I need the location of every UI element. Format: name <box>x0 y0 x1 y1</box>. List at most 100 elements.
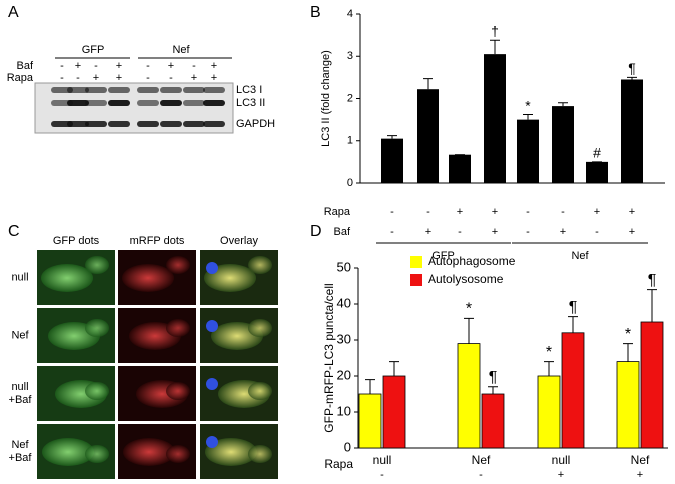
error-bar <box>365 379 375 394</box>
band <box>160 87 182 93</box>
x-tick-label: null <box>552 453 571 467</box>
bar <box>517 119 539 183</box>
band-label: LC3 II <box>236 97 265 109</box>
bar <box>481 393 505 449</box>
sign: - <box>595 226 599 238</box>
bar <box>561 332 585 449</box>
sign: + <box>116 72 122 84</box>
cell <box>248 382 272 400</box>
band <box>160 100 182 106</box>
bar <box>381 138 403 183</box>
y-tick-label: 20 <box>337 367 351 382</box>
sign: + <box>191 72 197 84</box>
legend-label: Autolysosome <box>428 272 504 286</box>
cell <box>85 256 109 274</box>
cell <box>85 319 109 337</box>
sign: + <box>425 226 431 238</box>
error-bar <box>544 361 554 376</box>
cell <box>166 382 190 400</box>
sign: + <box>93 72 99 84</box>
x-tick-label: null <box>373 453 392 467</box>
sign: + <box>637 469 643 481</box>
error-bar <box>389 361 399 376</box>
sign: - <box>526 226 530 238</box>
bar <box>586 161 608 183</box>
row-label: Nef <box>11 329 29 341</box>
bar <box>621 79 643 183</box>
band <box>183 100 205 106</box>
sign: + <box>629 226 635 238</box>
cell <box>123 438 175 466</box>
sign: + <box>594 206 600 218</box>
sign: + <box>211 60 217 72</box>
band <box>137 121 159 127</box>
band <box>203 87 225 93</box>
band <box>108 87 130 93</box>
band <box>137 100 159 106</box>
band <box>85 100 107 106</box>
cell <box>205 438 257 466</box>
sign: - <box>458 226 462 238</box>
band <box>108 121 130 127</box>
row-label: Baf <box>16 60 33 72</box>
bar <box>616 361 640 449</box>
legend-swatch <box>410 256 422 268</box>
sign: - <box>192 60 196 72</box>
error-bar <box>464 317 474 344</box>
group-label: Nef <box>172 44 190 56</box>
band <box>67 100 89 106</box>
sign: - <box>479 469 483 481</box>
y-axis-label: LC3 II (fold change) <box>320 50 332 147</box>
row-label: null <box>11 271 28 283</box>
cell <box>41 264 93 292</box>
band-label: GAPDH <box>236 118 275 130</box>
sign: + <box>75 60 81 72</box>
annotation: * <box>466 301 472 318</box>
row-label: Rapa <box>324 206 351 218</box>
y-tick-label: 4 <box>347 8 353 20</box>
cell <box>166 445 190 463</box>
sign: + <box>558 469 564 481</box>
y-tick-label: 0 <box>347 177 353 189</box>
annotation: ¶ <box>648 272 657 289</box>
annotation: ¶ <box>569 299 578 316</box>
bar <box>484 54 506 184</box>
sign: + <box>457 206 463 218</box>
cell <box>42 438 94 466</box>
bar <box>449 154 471 183</box>
band-label: LC3 I <box>236 84 262 96</box>
cell <box>122 264 174 292</box>
sign: + <box>492 206 498 218</box>
cell <box>248 319 272 337</box>
annotation: * <box>546 344 552 361</box>
error-bar <box>423 78 433 90</box>
cell <box>248 256 272 274</box>
band <box>67 87 89 93</box>
y-tick-label: 40 <box>337 295 351 310</box>
sign: - <box>169 72 173 84</box>
y-tick-label: 50 <box>337 259 351 274</box>
bar <box>640 321 664 449</box>
sign: + <box>116 60 122 72</box>
sign: - <box>380 469 384 481</box>
cell <box>248 445 272 463</box>
band <box>203 121 225 127</box>
error-bar <box>623 343 633 362</box>
bar <box>537 375 561 449</box>
cell <box>166 319 190 337</box>
panel-label: C <box>8 223 20 240</box>
bar <box>552 106 574 183</box>
sign: + <box>211 72 217 84</box>
sign: + <box>168 60 174 72</box>
group-label: Nef <box>571 250 589 262</box>
legend-label: Autophagosome <box>428 254 516 268</box>
sign: - <box>561 206 565 218</box>
sign: + <box>492 226 498 238</box>
sign: - <box>526 206 530 218</box>
bar <box>417 89 439 183</box>
panel-label: B <box>310 4 321 21</box>
panel-label: D <box>310 223 322 240</box>
cell <box>85 382 109 400</box>
row-label: Baf <box>333 226 350 238</box>
sign: - <box>76 72 80 84</box>
